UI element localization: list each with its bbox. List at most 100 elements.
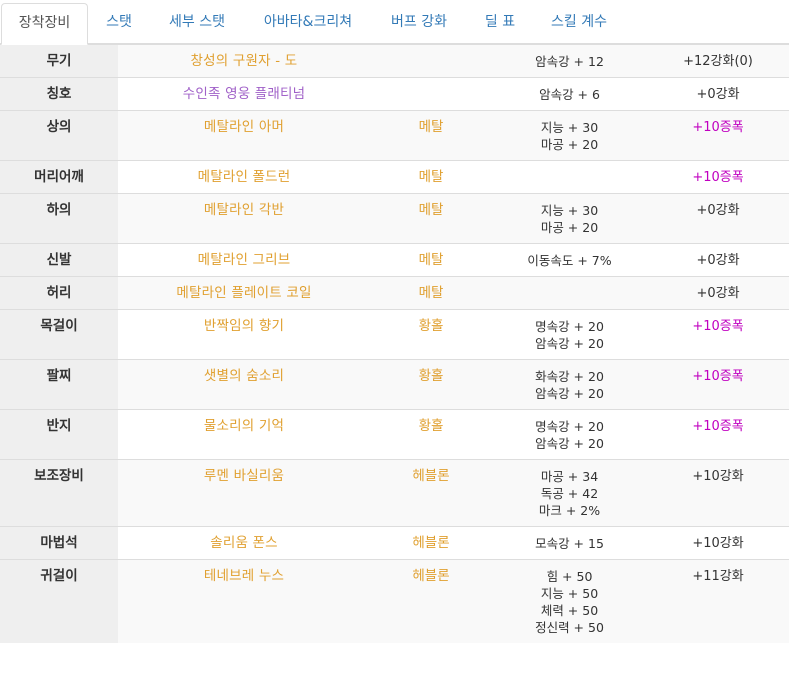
table-row: 팔찌 샛별의 숨소리 황홀 화속강 + 20 암속강 + 20 +10증폭 [0, 359, 789, 410]
stat-line: 이동속도 + 7% [527, 253, 612, 268]
enhancement-level: +0강화 [647, 276, 789, 310]
item-name: 루멘 바실리움 [118, 459, 370, 527]
enhancement-level: +0강화 [647, 193, 789, 244]
stat-line: 마크 + 2% [538, 503, 601, 518]
slot-name: 마법석 [0, 526, 118, 560]
item-name: 메탈라인 그리브 [118, 243, 370, 277]
stat-line: 지능 + 30 [540, 203, 599, 218]
tab-buff-enhance[interactable]: 버프 강화 [391, 14, 447, 30]
table-row: 반지 물소리의 기억 황홀 명속강 + 20 암속강 + 20 +10증폭 [0, 409, 789, 460]
set-name: 헤블론 [370, 559, 492, 643]
stat-list: 마공 + 34 독공 + 42 마크 + 2% [492, 459, 647, 527]
set-name: 메탈 [370, 243, 492, 277]
stat-list: 힘 + 50 지능 + 50 체력 + 50 정신력 + 50 [492, 559, 647, 643]
set-name: 헤블론 [370, 459, 492, 527]
set-name: 메탈 [370, 160, 492, 194]
table-row: 하의 메탈라인 각반 메탈 지능 + 30 마공 + 20 +0강화 [0, 193, 789, 244]
stat-line: 지능 + 30 [540, 120, 599, 135]
table-row: 신발 메탈라인 그리브 메탈 이동속도 + 7% +0강화 [0, 243, 789, 277]
stat-line: 모속강 + 15 [535, 536, 604, 551]
stat-line: 명속강 + 20 [535, 419, 604, 434]
stat-list: 암속강 + 6 [492, 77, 647, 111]
tab-stats[interactable]: 스탯 [106, 14, 132, 30]
set-name: 메탈 [370, 193, 492, 244]
set-name: 황홀 [370, 359, 492, 410]
slot-name: 무기 [0, 44, 118, 78]
slot-name: 허리 [0, 276, 118, 310]
stat-list: 명속강 + 20 암속강 + 20 [492, 409, 647, 460]
enhancement-level: +10강화 [647, 459, 789, 527]
item-name: 메탈라인 폴드런 [118, 160, 370, 194]
enhancement-level: +12강화(0) [647, 44, 789, 78]
tab-damage-table[interactable]: 딜 표 [484, 14, 516, 30]
item-name: 수인족 영웅 플래티넘 [118, 77, 370, 111]
stat-list: 지능 + 30 마공 + 20 [492, 110, 647, 161]
set-name: 메탈 [370, 276, 492, 310]
enhancement-level: +10증폭 [647, 309, 789, 360]
stat-list: 지능 + 30 마공 + 20 [492, 193, 647, 244]
slot-name: 칭호 [0, 77, 118, 111]
table-row: 칭호 수인족 영웅 플래티넘 암속강 + 6 +0강화 [0, 77, 789, 111]
stat-line: 암속강 + 20 [535, 436, 604, 451]
enhancement-level: +0강화 [647, 243, 789, 277]
enhancement-level: +0강화 [647, 77, 789, 111]
stat-line: 명속강 + 20 [535, 319, 604, 334]
tab-skill-coefficient[interactable]: 스킬 계수 [551, 14, 607, 30]
item-name: 물소리의 기억 [118, 409, 370, 460]
stat-line: 마공 + 20 [540, 220, 599, 235]
item-name: 테네브레 누스 [118, 559, 370, 643]
stat-list: 화속강 + 20 암속강 + 20 [492, 359, 647, 410]
item-name: 창성의 구원자 - 도 [118, 44, 370, 78]
set-name: 헤블론 [370, 526, 492, 560]
stat-line: 힘 + 50 [546, 569, 593, 584]
table-row: 귀걸이 테네브레 누스 헤블론 힘 + 50 지능 + 50 체력 + 50 정신력 + 5… [0, 559, 789, 643]
slot-name: 상의 [0, 110, 118, 161]
tab-bar: 장착장비 스탯 세부 스탯 아바타&크리쳐 버프 강화 딜 표 스킬 계수 [0, 0, 789, 45]
tab-equipment[interactable]: 장착장비 [1, 3, 88, 45]
table-row: 마법석 솔리움 폰스 헤블론 모속강 + 15 +10강화 [0, 526, 789, 560]
stat-list: 암속강 + 12 [492, 44, 647, 78]
enhancement-level: +10증폭 [647, 160, 789, 194]
stat-list [492, 276, 647, 310]
enhancement-level: +10강화 [647, 526, 789, 560]
equipment-table: 무기 창성의 구원자 - 도 암속강 + 12 +12강화(0) 칭호 수인족 영웅 플래… [0, 44, 789, 643]
item-name: 샛별의 숨소리 [118, 359, 370, 410]
table-row: 머리어깨 메탈라인 폴드런 메탈 +10증폭 [0, 160, 789, 194]
stat-line: 마공 + 34 [540, 469, 599, 484]
stat-list: 명속강 + 20 암속강 + 20 [492, 309, 647, 360]
enhancement-level: +11강화 [647, 559, 789, 643]
table-row: 보조장비 루멘 바실리움 헤블론 마공 + 34 독공 + 42 마크 + 2% +10강화 [0, 459, 789, 527]
tab-detail-stats[interactable]: 세부 스탯 [169, 14, 225, 30]
table-row: 상의 메탈라인 아머 메탈 지능 + 30 마공 + 20 +10증폭 [0, 110, 789, 161]
item-name: 메탈라인 각반 [118, 193, 370, 244]
stat-line: 암속강 + 20 [535, 386, 604, 401]
item-name: 메탈라인 플레이트 코일 [118, 276, 370, 310]
stat-line: 화속강 + 20 [535, 369, 604, 384]
stat-line: 암속강 + 12 [535, 54, 604, 69]
slot-name: 반지 [0, 409, 118, 460]
item-name: 반짝임의 향기 [118, 309, 370, 360]
stat-list: 이동속도 + 7% [492, 243, 647, 277]
slot-name: 머리어깨 [0, 160, 118, 194]
stat-line: 체력 + 50 [540, 603, 599, 618]
table-row: 허리 메탈라인 플레이트 코일 메탈 +0강화 [0, 276, 789, 310]
stat-line: 암속강 + 6 [539, 87, 600, 102]
stat-line: 독공 + 42 [540, 486, 599, 501]
slot-name: 목걸이 [0, 309, 118, 360]
slot-name: 보조장비 [0, 459, 118, 527]
set-name [370, 77, 492, 111]
slot-name: 팔찌 [0, 359, 118, 410]
stat-line: 정신력 + 50 [535, 620, 604, 635]
stat-line: 지능 + 50 [540, 586, 599, 601]
item-name: 솔리움 폰스 [118, 526, 370, 560]
slot-name: 신발 [0, 243, 118, 277]
slot-name: 귀걸이 [0, 559, 118, 643]
set-name [370, 44, 492, 78]
stat-line: 암속강 + 20 [535, 336, 604, 351]
stat-list: 모속강 + 15 [492, 526, 647, 560]
tab-avatar-creature[interactable]: 아바타&크리쳐 [263, 14, 353, 30]
slot-name: 하의 [0, 193, 118, 244]
table-row: 무기 창성의 구원자 - 도 암속강 + 12 +12강화(0) [0, 44, 789, 78]
stat-line: 마공 + 20 [540, 137, 599, 152]
enhancement-level: +10증폭 [647, 110, 789, 161]
